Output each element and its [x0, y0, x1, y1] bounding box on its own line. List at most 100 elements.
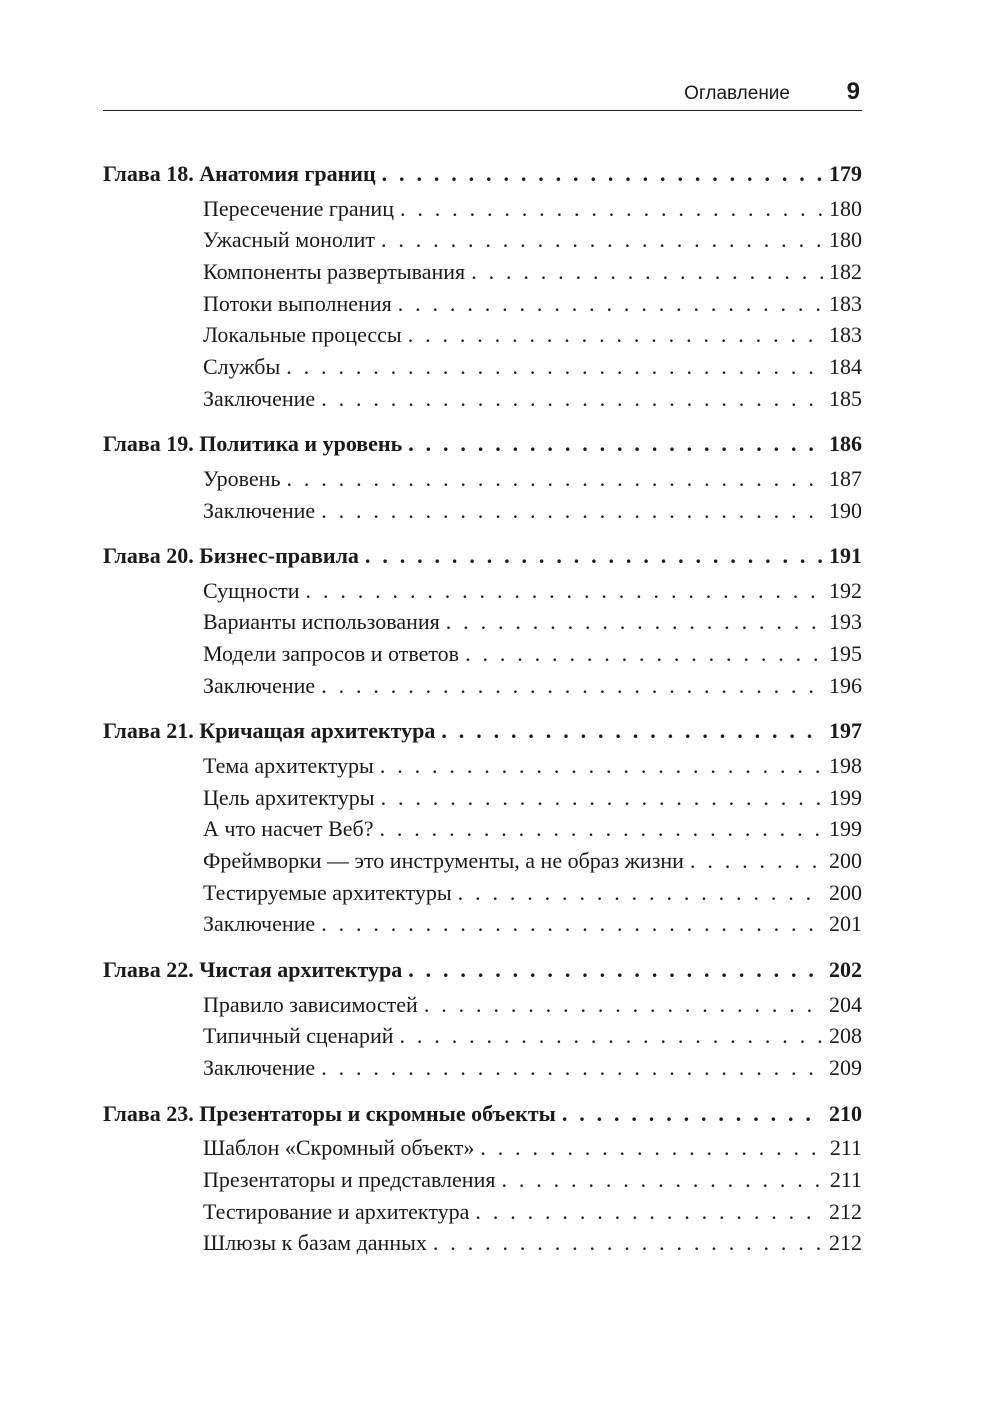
toc-section-title: Типичный сценарий — [203, 1023, 394, 1049]
toc-section[interactable]: Модели запросов и ответов 195 — [103, 638, 862, 670]
dot-leader — [475, 1196, 823, 1228]
dot-leader — [408, 319, 823, 351]
toc-section-page: 185 — [829, 385, 862, 411]
toc-section-page: 187 — [829, 465, 862, 491]
toc-section[interactable]: Типичный сценарий 208 — [103, 1020, 862, 1052]
page-number: 9 — [846, 78, 860, 105]
toc-section-page: 199 — [829, 816, 862, 842]
toc-section[interactable]: Службы 184 — [103, 351, 862, 383]
toc-section-title: Уровень — [203, 465, 281, 491]
toc-chapter[interactable]: Глава 20. Бизнес-правила 191 — [103, 540, 862, 575]
toc-section-page: 192 — [829, 577, 862, 603]
toc-section-title: Шлюзы к базам данных — [203, 1230, 427, 1256]
toc-section[interactable]: Локальные процессы 183 — [103, 319, 862, 351]
toc-section[interactable]: Заключение 201 — [103, 908, 862, 940]
dot-leader — [321, 908, 823, 940]
dot-leader — [365, 540, 823, 572]
toc-section[interactable]: Сущности 192 — [103, 575, 862, 607]
dot-leader — [690, 845, 823, 877]
toc-section-page: 193 — [829, 609, 862, 635]
toc-chapter-page: 186 — [829, 431, 862, 457]
toc-section[interactable]: Компоненты развертывания 182 — [103, 256, 862, 288]
toc-section[interactable]: Презентаторы и представления 211 — [103, 1164, 862, 1196]
dot-leader — [465, 638, 823, 670]
header-title: Оглавление — [684, 83, 790, 104]
toc-section-page: 184 — [829, 353, 862, 379]
toc-section-title: Заключение — [203, 385, 316, 411]
dot-leader — [321, 670, 823, 702]
toc-section[interactable]: Пересечение границ 180 — [103, 193, 862, 225]
toc-section-title: Заключение — [203, 911, 316, 937]
toc-section[interactable]: Уровень 187 — [103, 463, 862, 495]
toc-section-title: Правило зависимостей — [203, 991, 418, 1017]
dot-leader — [400, 1020, 824, 1052]
toc-section-title: Презентаторы и представления — [203, 1166, 496, 1192]
toc-section[interactable]: Тестируемые архитектуры 200 — [103, 877, 862, 909]
toc-section-title: Тестируемые архитектуры — [203, 879, 452, 905]
dot-leader — [471, 256, 823, 288]
toc-chapter-page: 210 — [829, 1100, 862, 1126]
toc-section-page: 180 — [829, 227, 862, 253]
toc-section-page: 190 — [829, 497, 862, 523]
toc-section[interactable]: Фреймворки — это инструменты, а не образ… — [103, 845, 862, 877]
toc-section[interactable]: Тема архитектуры 198 — [103, 750, 862, 782]
toc-section-page: 208 — [829, 1023, 862, 1049]
toc-section-page: 200 — [829, 848, 862, 873]
dot-leader — [286, 351, 823, 383]
toc-section-title: Локальные процессы — [203, 322, 402, 348]
dot-leader — [458, 877, 823, 909]
toc-section-page: 201 — [829, 911, 862, 937]
toc-section-title: Тема архитектуры — [203, 752, 374, 778]
toc-section-title: Заключение — [203, 1054, 316, 1080]
toc-section-title: Ужасный монолит — [203, 227, 375, 253]
toc-chapter[interactable]: Глава 22. Чистая архитектура 202 — [103, 954, 862, 989]
toc-chapter-title: Глава 20. Бизнес-правила — [103, 543, 359, 569]
toc-section[interactable]: Тестирование и архитектура 212 — [103, 1196, 862, 1228]
toc-section-page: 212 — [829, 1198, 862, 1224]
toc-section-page: 212 — [829, 1230, 862, 1256]
toc-section[interactable]: Заключение 209 — [103, 1052, 862, 1084]
dot-leader — [400, 193, 823, 225]
toc-chapter[interactable]: Глава 21. Кричащая архитектура 197 — [103, 715, 862, 750]
table-of-contents: Глава 18. Анатомия границ 179 Пересечение … — [103, 158, 862, 1259]
toc-section[interactable]: А что насчет Веб? 199 — [103, 813, 862, 845]
toc-section[interactable]: Правило зависимостей 204 — [103, 989, 862, 1021]
toc-section[interactable]: Потоки выполнения 183 — [103, 288, 862, 320]
toc-chapter-page: 179 — [829, 161, 862, 186]
toc-section[interactable]: Ужасный монолит 180 — [103, 224, 862, 256]
toc-section-title: Заключение — [203, 672, 316, 698]
toc-chapter-page: 202 — [829, 957, 862, 983]
dot-leader — [501, 1164, 823, 1196]
toc-section-title: Заключение — [203, 497, 316, 523]
dot-leader — [480, 1132, 823, 1164]
toc-chapter[interactable]: Глава 19. Политика и уровень 186 — [103, 428, 862, 463]
toc-section-page: 195 — [829, 641, 862, 667]
toc-section[interactable]: Шаблон «Скромный объект» 211 — [103, 1132, 862, 1164]
toc-chapter[interactable]: Глава 23. Презентаторы и скромные объект… — [103, 1098, 862, 1133]
toc-section-title: Службы — [203, 353, 281, 379]
toc-section-page: 209 — [829, 1054, 862, 1080]
toc-section[interactable]: Заключение 196 — [103, 670, 862, 702]
toc-section[interactable]: Заключение 190 — [103, 495, 862, 527]
dot-leader — [286, 463, 823, 495]
toc-section[interactable]: Цель архитектуры 199 — [103, 782, 862, 814]
toc-section-page: 182 — [829, 258, 862, 284]
toc-section-page: 198 — [829, 752, 862, 778]
dot-leader — [381, 782, 823, 814]
toc-chapter[interactable]: Глава 18. Анатомия границ 179 — [103, 158, 862, 193]
toc-section-title: Потоки выполнения — [203, 290, 392, 316]
toc-section-title: Варианты использования — [203, 609, 440, 635]
dot-leader — [380, 750, 823, 782]
toc-section[interactable]: Заключение 185 — [103, 383, 862, 415]
toc-section-page: 204 — [829, 991, 862, 1017]
toc-section-page: 180 — [829, 195, 862, 221]
dot-leader — [321, 1052, 823, 1084]
toc-section-page: 211 — [829, 1166, 862, 1192]
toc-section[interactable]: Варианты использования 193 — [103, 606, 862, 638]
toc-section-page: 211 — [829, 1135, 862, 1161]
dot-leader — [379, 813, 823, 845]
toc-section-title: Компоненты развертывания — [203, 258, 466, 284]
dot-leader — [382, 158, 823, 190]
toc-section-title: Сущности — [203, 577, 300, 603]
toc-section[interactable]: Шлюзы к базам данных 212 — [103, 1227, 862, 1259]
